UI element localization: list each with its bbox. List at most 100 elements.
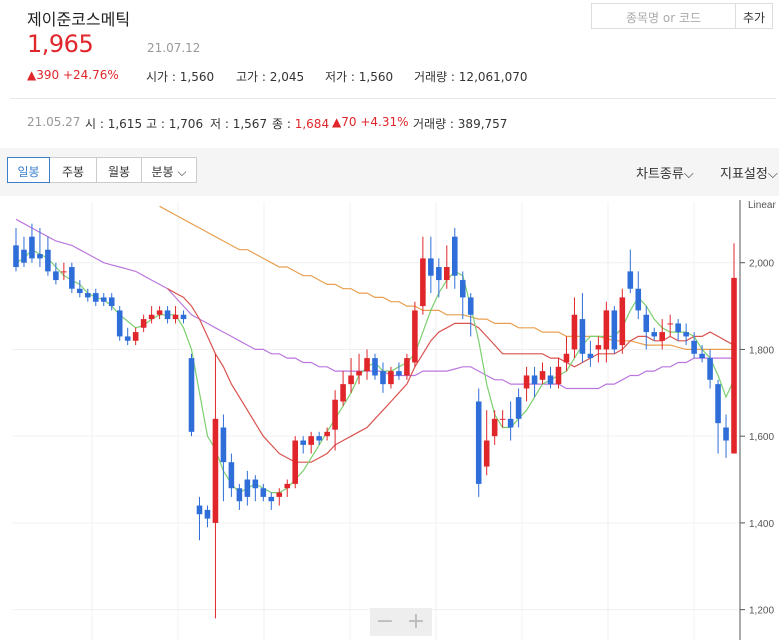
candle-down xyxy=(92,293,99,302)
candle-down xyxy=(627,271,634,289)
candle-down xyxy=(13,245,19,268)
candle-up xyxy=(324,431,330,437)
hover-close-label: 종 : xyxy=(272,117,295,131)
candles xyxy=(13,223,737,619)
high-value: 2,045 xyxy=(269,70,305,84)
candle-up xyxy=(148,314,155,320)
candle-down xyxy=(116,310,123,337)
candle-down xyxy=(69,267,75,289)
candle-up xyxy=(555,366,562,385)
stock-name: 제이준코스메틱 xyxy=(27,10,131,29)
hover-close: 종 : 1,684 xyxy=(272,115,329,132)
y-tick-label: 1,400 xyxy=(749,519,774,530)
hover-date: 21.05.27 xyxy=(27,115,81,129)
candle-up xyxy=(659,332,666,341)
indicator-menu[interactable]: 지표설정⌵ xyxy=(720,167,778,182)
candle-down xyxy=(29,236,35,259)
candle-down xyxy=(651,332,658,337)
hover-volume-label: 거래량 : xyxy=(413,117,458,131)
hover-high-label: 고 : xyxy=(146,117,169,131)
candle-down xyxy=(451,236,458,276)
candle-up xyxy=(619,297,626,346)
candle-down xyxy=(531,375,538,385)
candle-up xyxy=(491,418,498,437)
candle-down xyxy=(84,293,91,298)
candle-down xyxy=(252,479,259,489)
open-value: 1,560 xyxy=(179,70,215,84)
candle-down xyxy=(77,288,83,294)
volume-stat: 거래량 : 12,061,070 xyxy=(414,68,528,85)
hover-open: 시 : 1,615 xyxy=(85,115,142,132)
hover-open-value: 1,615 xyxy=(107,117,143,131)
candle-down xyxy=(643,314,650,333)
candle-down xyxy=(515,397,522,419)
candle-up xyxy=(667,323,673,325)
hover-volume-value: 389,757 xyxy=(457,117,508,131)
candle-down xyxy=(436,267,442,281)
candle-up xyxy=(444,267,450,281)
candle-down xyxy=(707,358,713,380)
candle-down xyxy=(579,319,586,354)
tab-monthly[interactable]: 월봉 xyxy=(96,157,142,183)
candle-down xyxy=(372,358,378,376)
hover-high: 고 : 1,706 xyxy=(146,115,203,132)
hover-volume: 거래량 : 389,757 xyxy=(413,115,507,132)
candle-up xyxy=(332,399,338,430)
candle-down xyxy=(260,488,267,497)
candle-up xyxy=(563,353,570,363)
candle-down xyxy=(236,488,243,502)
candle-down xyxy=(611,310,618,350)
price-date: 21.07.12 xyxy=(147,41,201,55)
tab-daily[interactable]: 일봉 xyxy=(7,157,50,183)
candle-up xyxy=(172,314,179,320)
open-label: 시가 : xyxy=(146,70,180,84)
y-tick-label: 1,800 xyxy=(749,345,774,356)
candle-up xyxy=(412,310,418,363)
candle-up xyxy=(292,440,299,484)
hover-open-label: 시 : xyxy=(85,117,108,131)
zoom-out-button[interactable]: − xyxy=(375,609,395,634)
hover-high-value: 1,706 xyxy=(168,117,204,131)
chart-type-menu[interactable]: 차트종류⌵ xyxy=(636,167,694,182)
candle-up xyxy=(212,418,219,523)
y-tick-label: 1,600 xyxy=(749,432,774,443)
candle-down xyxy=(100,297,107,302)
price-change: ▲390 +24.76% xyxy=(27,68,119,82)
candle-down xyxy=(691,340,697,354)
candle-up xyxy=(364,358,370,372)
ma120-line xyxy=(159,205,734,350)
low-value: 1,560 xyxy=(358,70,394,84)
high-label: 고가 : xyxy=(236,70,270,84)
candle-up xyxy=(308,436,314,445)
add-button[interactable]: 추가 xyxy=(735,3,773,29)
candle-up xyxy=(276,492,283,497)
candle-down xyxy=(53,271,59,281)
candle-down xyxy=(196,505,203,515)
candle-down xyxy=(459,280,466,298)
candle-up xyxy=(284,483,291,489)
hover-low-value: 1,567 xyxy=(232,117,268,131)
candle-up xyxy=(483,440,490,467)
candle-down xyxy=(124,336,131,341)
candle-down xyxy=(164,310,171,320)
candle-down xyxy=(715,384,721,424)
ma20-line xyxy=(167,288,735,463)
candle-up xyxy=(356,371,362,376)
candle-up xyxy=(140,319,147,328)
candle-down xyxy=(547,375,554,385)
zoom-in-button[interactable]: + xyxy=(406,609,426,634)
candle-down xyxy=(723,427,729,441)
search-input[interactable]: 종목명 or 코드 xyxy=(591,3,736,29)
candle-down xyxy=(21,249,27,263)
tab-minute[interactable]: 분봉 ⌵ xyxy=(141,157,197,183)
candle-up xyxy=(132,332,139,341)
candle-down xyxy=(37,254,43,259)
candle-up xyxy=(156,310,163,315)
y-tick-label: 1,200 xyxy=(749,606,774,617)
candle-up xyxy=(595,345,602,350)
candle-down xyxy=(244,479,251,497)
y-tick-label: 2,000 xyxy=(749,259,774,270)
candle-down xyxy=(268,496,275,502)
candle-down xyxy=(228,462,235,489)
